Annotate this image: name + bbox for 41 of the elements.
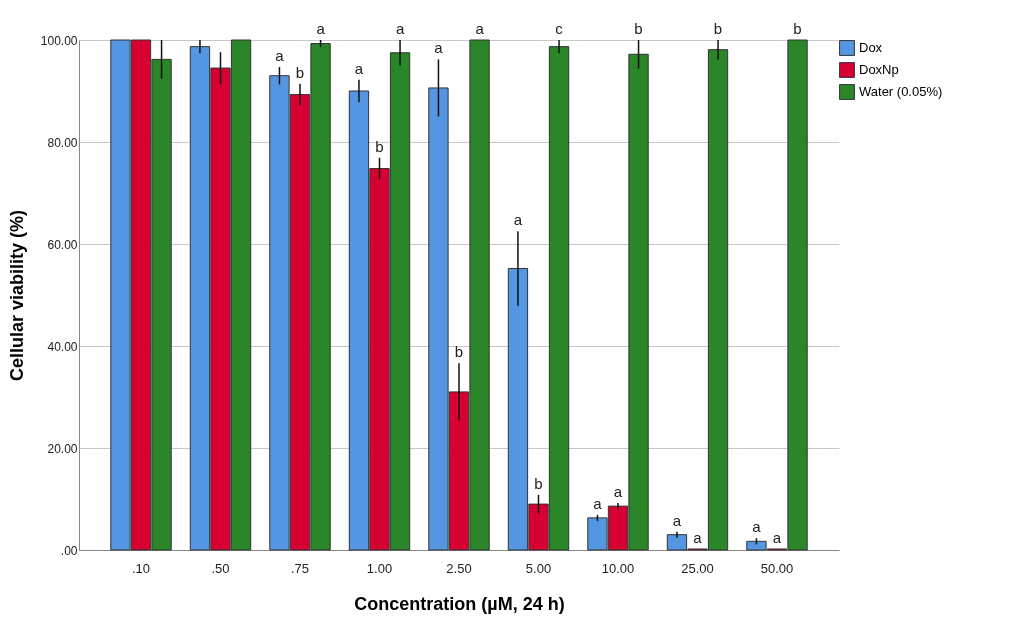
x-axis-title: Concentration (µM, 24 h): [354, 593, 565, 614]
data-label: a: [395, 20, 405, 37]
x-tick-label: 25.00: [681, 560, 714, 576]
data-label: b: [295, 63, 305, 81]
x-tick-label: .75: [290, 560, 310, 576]
data-label: a: [354, 59, 364, 77]
y-tick-label: 80.00: [47, 135, 78, 150]
legend-label: Water (0.05%): [859, 84, 943, 99]
data-label: a: [613, 483, 623, 501]
data-label: b: [713, 20, 723, 37]
data-label: b: [375, 137, 384, 155]
x-tick-label: .50: [211, 560, 230, 576]
data-label: a: [434, 39, 444, 57]
x-tick-label: 1.00: [366, 560, 393, 576]
data-label: a: [475, 20, 485, 37]
legend-label: Dox: [859, 40, 883, 55]
data-label: a: [752, 518, 762, 536]
data-label: a: [693, 528, 703, 546]
data-label: b: [534, 474, 543, 492]
y-tick-label: 40.00: [47, 339, 78, 354]
x-tick-label: 50.00: [760, 560, 794, 576]
y-tick-label: 20.00: [47, 441, 78, 456]
y-axis-title: Cellular viability (%): [6, 209, 27, 382]
data-label: c: [555, 20, 564, 37]
x-tick-label: .10: [131, 560, 151, 576]
data-label: a: [593, 494, 603, 512]
data-label: a: [672, 511, 682, 529]
x-tick-label: 10.00: [601, 560, 635, 576]
legend-label: DoxNp: [859, 62, 899, 77]
y-tick-label: 60.00: [47, 237, 78, 252]
data-label: a: [513, 211, 523, 229]
data-label: a: [316, 20, 326, 37]
y-tick-label: 100.00: [40, 33, 78, 48]
y-tick-label: .00: [60, 543, 78, 558]
data-label: a: [772, 528, 782, 546]
x-tick-label: 5.00: [525, 560, 552, 576]
data-label: a: [275, 47, 285, 65]
x-tick-label: 2.50: [446, 560, 472, 576]
data-label: b: [454, 343, 464, 361]
data-label: b: [634, 20, 643, 37]
data-label: b: [793, 20, 802, 37]
